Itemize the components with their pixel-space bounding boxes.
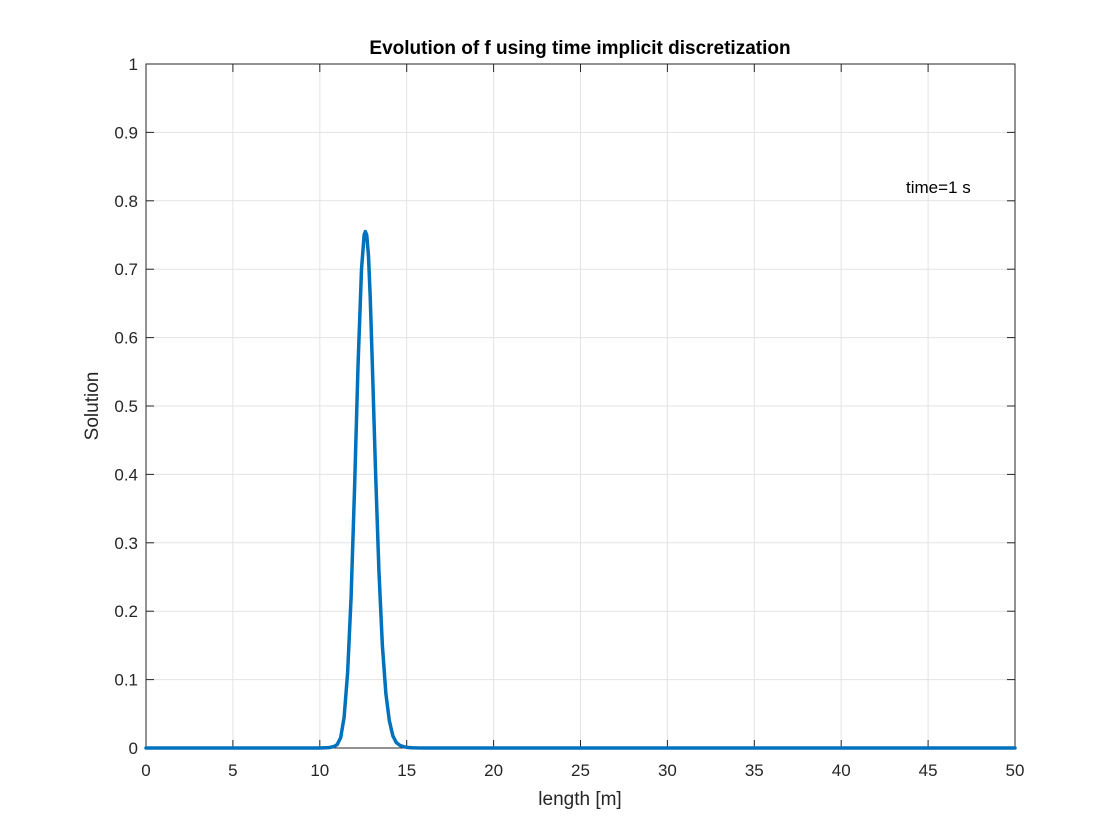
y-tick-labels: 0 0.1 0.2 0.3 0.4 0.5 0.6 0.7 0.8 0.9 1 [114, 55, 138, 758]
x-tick-label: 20 [484, 761, 503, 780]
x-tick-label: 25 [571, 761, 590, 780]
y-tick-label: 0.4 [114, 465, 138, 484]
y-tick-label: 0.9 [114, 123, 138, 142]
x-tick-labels: 0 5 10 15 20 25 30 35 40 45 50 [141, 761, 1024, 780]
time-annotation: time=1 s [906, 178, 971, 197]
y-tick-label: 0.2 [114, 602, 138, 621]
y-tick-label: 0.3 [114, 534, 138, 553]
solution-line [144, 229, 1017, 750]
x-tick-label: 50 [1006, 761, 1025, 780]
x-tick-label: 15 [397, 761, 416, 780]
x-tick-label: 45 [919, 761, 938, 780]
y-tick-label: 0.6 [114, 329, 138, 348]
grid-lines [145, 63, 1016, 749]
y-tick-label: 0.1 [114, 671, 138, 690]
x-axis-label: length [m] [538, 789, 621, 810]
y-tick-label: 0.5 [114, 397, 138, 416]
x-tick-label: 35 [745, 761, 764, 780]
y-axis-label: Solution [82, 372, 103, 441]
y-tick-label: 1 [129, 55, 138, 74]
y-tick-label: 0 [129, 739, 138, 758]
y-tick-label: 0.8 [114, 192, 138, 211]
x-tick-label: 5 [228, 761, 237, 780]
x-tick-label: 30 [658, 761, 677, 780]
chart-title: Evolution of f using time implicit discr… [369, 38, 790, 59]
y-tick-label: 0.7 [114, 260, 138, 279]
x-tick-label: 10 [310, 761, 329, 780]
x-tick-label: 40 [832, 761, 851, 780]
x-tick-label: 0 [141, 761, 150, 780]
